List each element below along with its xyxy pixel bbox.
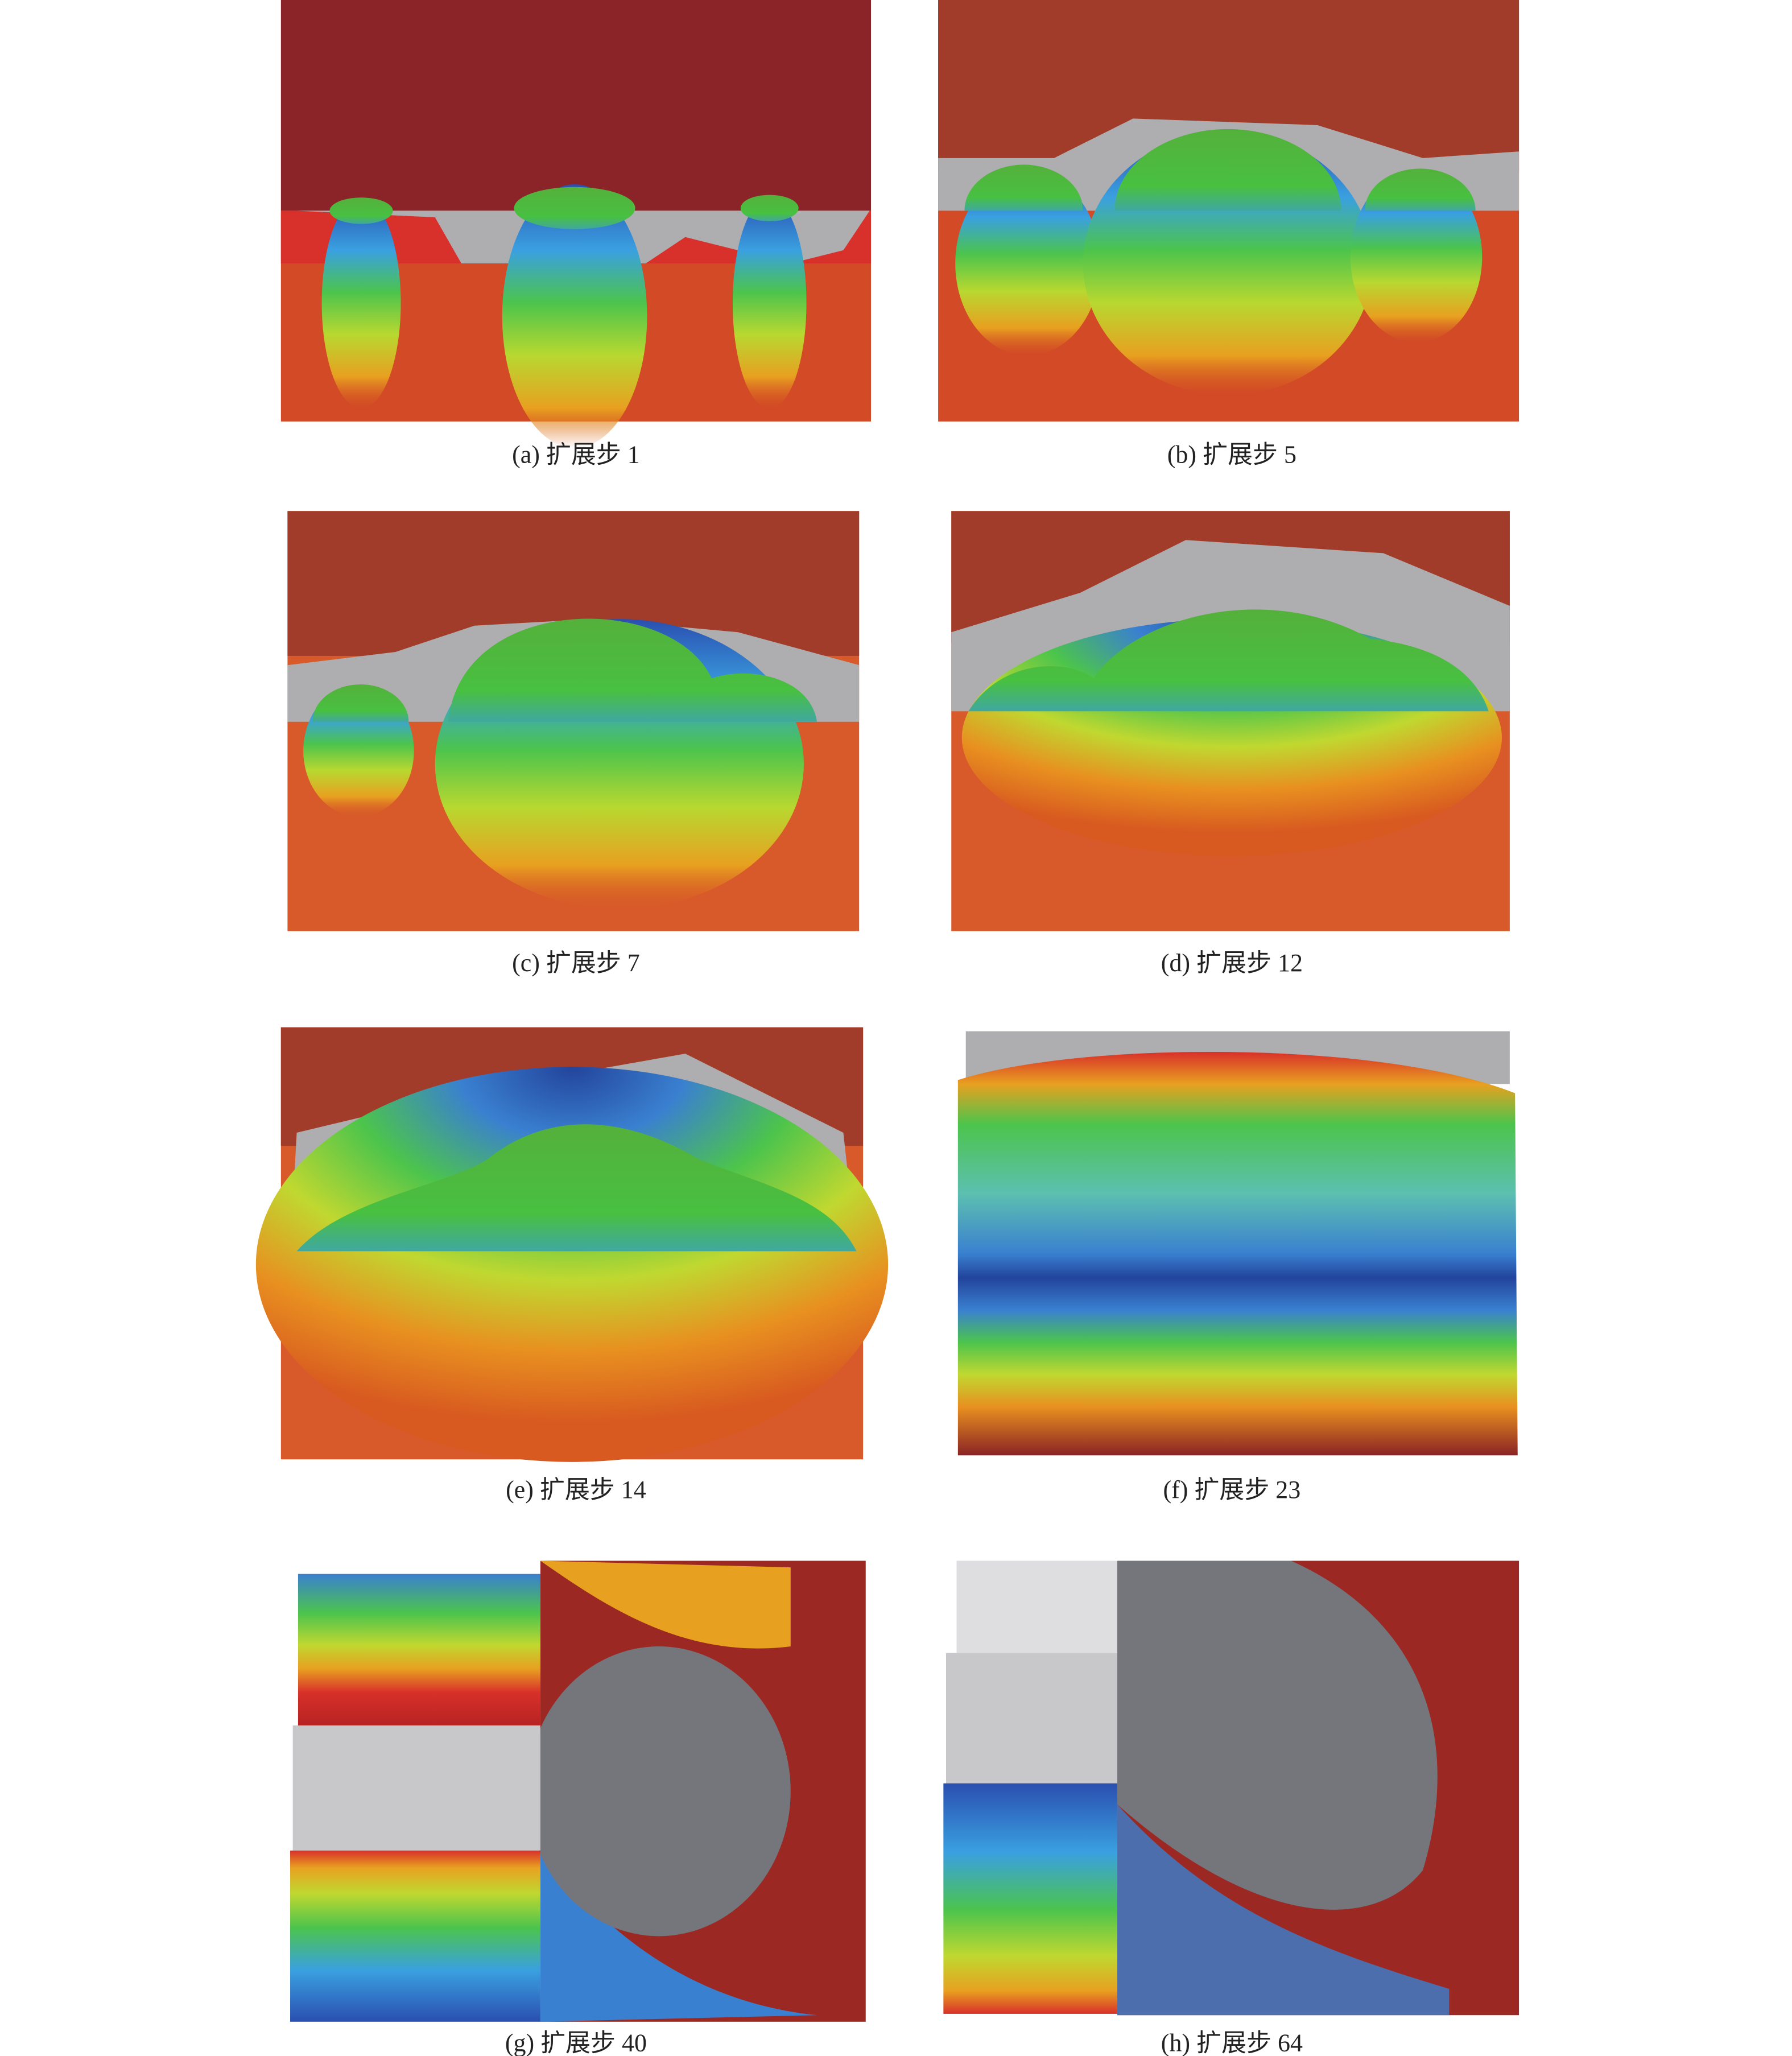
panel-d bbox=[951, 511, 1510, 931]
caption: (e) 扩展步 14 bbox=[506, 1476, 646, 1504]
caption: (f) 扩展步 23 bbox=[1163, 1476, 1300, 1504]
caption: (a) 扩展步 1 bbox=[512, 440, 640, 468]
caption: (g) 扩展步 40 bbox=[505, 2029, 647, 2056]
caption: (b) 扩展步 5 bbox=[1167, 440, 1296, 468]
panel-e bbox=[255, 1027, 889, 1462]
panel-a bbox=[280, 0, 872, 448]
caption: (h) 扩展步 64 bbox=[1161, 2029, 1303, 2056]
panel-f bbox=[957, 1031, 1518, 1456]
panel-b bbox=[938, 0, 1520, 422]
panel-g bbox=[290, 1560, 866, 2022]
panel-c bbox=[287, 511, 860, 931]
panel-h bbox=[943, 1560, 1520, 2016]
caption: (c) 扩展步 7 bbox=[512, 949, 640, 977]
caption: (d) 扩展步 12 bbox=[1161, 949, 1303, 977]
